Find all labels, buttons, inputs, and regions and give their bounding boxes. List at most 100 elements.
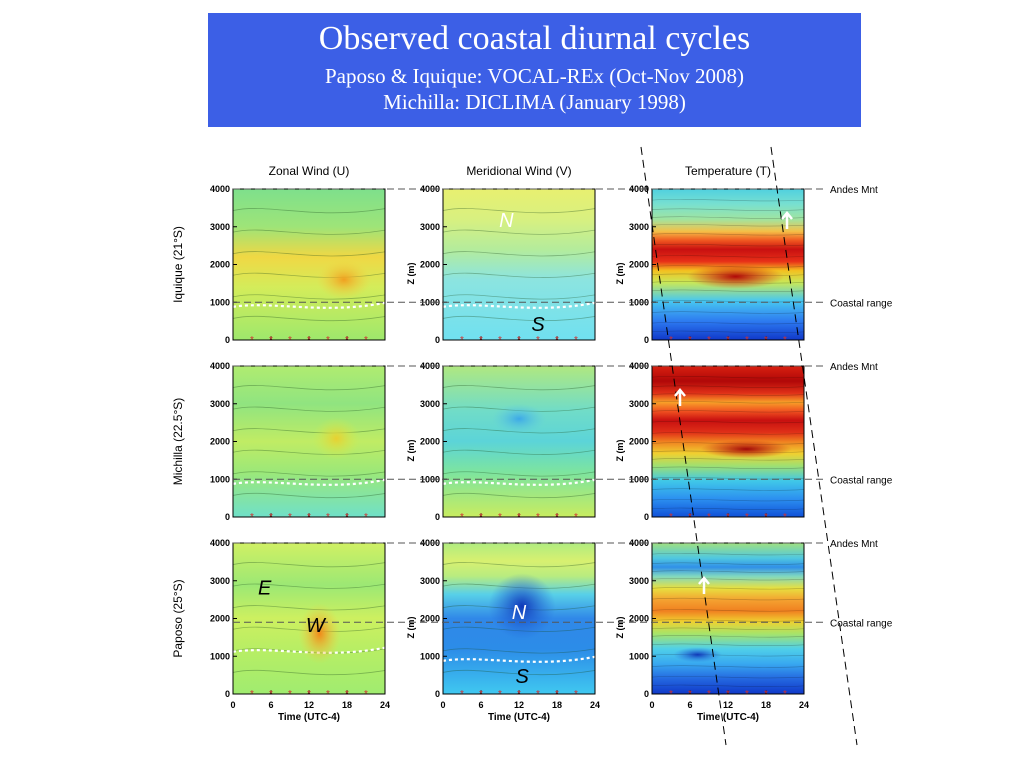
isotherm-line (651, 570, 805, 573)
contour-line (232, 428, 386, 434)
andes-label: Andes Mnt (830, 362, 878, 373)
y-tick-label: 0 (225, 335, 230, 345)
isotherm-line (651, 552, 805, 556)
sounding-marker: * (783, 512, 787, 523)
contour-line (442, 449, 596, 455)
y-tick-label: 1000 (629, 297, 649, 307)
sounding-marker: * (288, 512, 292, 523)
panel-field-r2-c2 (443, 366, 595, 517)
contour-line (232, 449, 386, 455)
sounding-marker: * (345, 689, 349, 700)
isotherm-line (651, 507, 805, 511)
sounding-marker: * (326, 512, 330, 523)
y-axis-label: Z (m) (615, 263, 625, 285)
annotation-letter-n: N (512, 602, 527, 624)
isotherm-line (651, 578, 805, 581)
phase-guide-line-left (640, 146, 727, 746)
isotherm-line (651, 401, 805, 404)
isotherm-line (651, 675, 805, 679)
sounding-marker: * (574, 335, 578, 346)
sounding-marker: * (574, 689, 578, 700)
isotherm-line (651, 654, 805, 657)
y-tick-label: 4000 (629, 184, 649, 194)
contour-line (232, 294, 386, 300)
y-tick-label: 2000 (420, 437, 440, 447)
contour-line (232, 562, 386, 568)
column-title-2: Meridional Wind (V) (466, 164, 571, 178)
y-tick-label: 1000 (210, 474, 230, 484)
contour-line (232, 626, 386, 632)
sounding-marker: * (726, 512, 730, 523)
annotation-letter-w: W (306, 615, 327, 637)
isotherm-line (651, 627, 805, 630)
isotherm-line (651, 466, 805, 469)
column-title-1: Zonal Wind (U) (269, 164, 350, 178)
sounding-marker: * (250, 512, 254, 523)
panel-field-r3-c3 (652, 543, 804, 694)
zero-contour-line (232, 646, 386, 654)
y-axis-label: Z (m) (406, 617, 416, 639)
y-tick-label: 3000 (420, 399, 440, 409)
y-tick-label: 3000 (420, 222, 440, 232)
y-tick-label: 2000 (420, 260, 440, 270)
x-axis-label: Time (UTC-4) (488, 712, 550, 723)
sounding-marker: * (269, 335, 273, 346)
sounding-marker: * (726, 689, 730, 700)
y-axis-label: Z (m) (406, 440, 416, 462)
sounding-marker: * (764, 689, 768, 700)
contour-line (232, 251, 386, 257)
sounding-marker: * (250, 335, 254, 346)
sounding-marker: * (555, 689, 559, 700)
x-tick-label: 18 (342, 700, 352, 710)
contour-line (232, 406, 386, 412)
sounding-marker: * (288, 689, 292, 700)
y-tick-label: 2000 (420, 614, 440, 624)
y-tick-label: 2000 (629, 614, 649, 624)
andes-label: Andes Mnt (830, 185, 878, 196)
x-tick-label: 12 (723, 700, 733, 710)
sounding-marker: * (536, 335, 540, 346)
isotherm-line (651, 375, 805, 379)
panel-core-r2-c1 (312, 417, 361, 460)
sounding-marker: * (345, 512, 349, 523)
x-tick-label: 0 (649, 700, 654, 710)
isotherm-line (651, 562, 805, 565)
y-tick-label: 3000 (210, 399, 230, 409)
contour-line (232, 229, 386, 235)
annotation-letter-e: E (258, 577, 272, 599)
sounding-marker: * (326, 689, 330, 700)
contour-line (442, 492, 596, 499)
isotherm-line (651, 488, 805, 491)
contour-line (442, 208, 596, 214)
sounding-marker: * (707, 689, 711, 700)
y-tick-label: 1000 (420, 474, 440, 484)
contour-line (232, 315, 386, 322)
isotherm-line (651, 289, 805, 292)
sounding-marker: * (517, 689, 521, 700)
sounding-marker: * (517, 512, 521, 523)
x-tick-label: 24 (590, 700, 600, 710)
y-tick-label: 1000 (210, 297, 230, 307)
isotherm-line (651, 635, 805, 638)
zero-contour-line (442, 655, 596, 663)
y-tick-label: 0 (225, 689, 230, 699)
row-title-3: Paposo (25°S) (171, 579, 185, 657)
sounding-marker: * (745, 335, 749, 346)
contour-line (232, 471, 386, 477)
x-tick-label: 18 (552, 700, 562, 710)
y-tick-label: 4000 (210, 538, 230, 548)
sounding-marker: * (250, 689, 254, 700)
x-tick-label: 0 (230, 700, 235, 710)
panel-core-r1-c1 (316, 259, 372, 300)
page-title: Observed coastal diurnal cycles (318, 20, 751, 57)
y-tick-label: 0 (435, 335, 440, 345)
isotherm-line (651, 385, 805, 388)
isotherm-line (651, 420, 805, 424)
sounding-marker: * (307, 689, 311, 700)
contour-line (442, 251, 596, 257)
y-tick-label: 2000 (210, 437, 230, 447)
subtitle-line-1: Paposo & Iquique: VOCAL-REx (Oct-Nov 200… (325, 64, 744, 88)
contour-line (442, 471, 596, 477)
sounding-marker: * (669, 689, 673, 700)
zero-contour-line (442, 301, 596, 309)
